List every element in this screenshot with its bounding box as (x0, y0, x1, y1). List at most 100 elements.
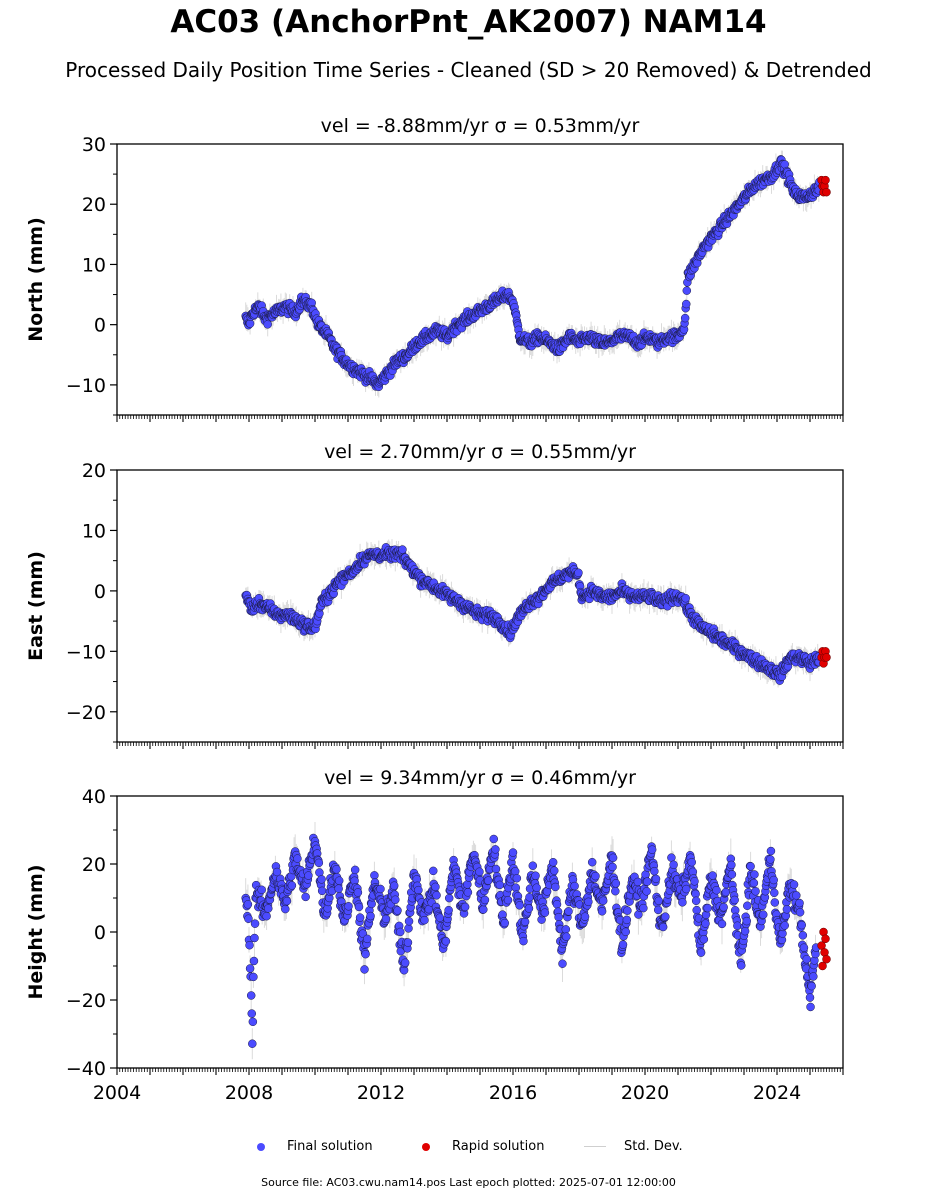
y-tick-label: 30 (82, 134, 106, 156)
final-point (366, 911, 375, 921)
panel-title: vel = -8.88mm/yr σ = 0.53mm/yr (321, 115, 640, 137)
final-point (248, 1017, 258, 1027)
final-point (550, 866, 559, 875)
final-points (241, 543, 824, 685)
y-tick-label: 10 (82, 520, 106, 542)
final-point (293, 854, 302, 863)
final-point (317, 886, 327, 896)
final-point (334, 884, 343, 893)
final-point (263, 320, 272, 329)
final-point (512, 874, 522, 883)
final-point (281, 904, 290, 914)
y-tick-label: −10 (66, 641, 106, 663)
final-point (491, 845, 500, 854)
final-point (511, 883, 520, 892)
final-point (272, 867, 282, 877)
final-point (420, 915, 429, 925)
y-axis-label: Height (mm) (25, 864, 47, 999)
y-tick-label: 10 (82, 254, 106, 276)
rapid-point (822, 187, 831, 197)
final-point (622, 915, 632, 925)
y-axis-label: North (mm) (25, 217, 47, 342)
y-tick-label: 0 (94, 581, 106, 603)
final-point (391, 895, 400, 905)
final-point (245, 964, 255, 973)
final-point (597, 907, 607, 916)
final-point (682, 299, 691, 309)
final-point (608, 853, 618, 863)
final-point (519, 936, 528, 946)
final-point (396, 927, 405, 937)
final-point (551, 882, 560, 892)
final-point (680, 313, 690, 323)
final-point (510, 867, 520, 876)
final-point (264, 904, 273, 913)
final-point (314, 858, 324, 868)
final-point (554, 912, 563, 922)
final-point (282, 896, 292, 906)
rapid-point (821, 175, 830, 185)
panel-1: vel = -8.88mm/yr σ = 0.53mm/yr North (mm)… (25, 115, 844, 422)
final-point (441, 937, 451, 946)
final-point (463, 888, 473, 897)
final-point (244, 914, 253, 923)
final-point (500, 918, 509, 928)
final-point (393, 906, 402, 915)
final-point (584, 897, 593, 907)
final-point (431, 882, 440, 892)
final-points (241, 833, 821, 1048)
panel-3: vel = 9.34mm/yr σ = 0.46mm/yr Height (mm)… (25, 767, 844, 1104)
final-point (528, 861, 538, 870)
final-point (681, 593, 690, 603)
final-point (520, 917, 530, 927)
axes-frame (116, 143, 844, 416)
final-point (574, 568, 583, 578)
plot-area (241, 150, 831, 398)
final-point (250, 919, 260, 928)
final-point (317, 875, 326, 884)
final-point (250, 933, 259, 943)
final-point (404, 917, 414, 926)
final-point (370, 871, 379, 880)
final-point (354, 902, 364, 912)
y-tick-label: 20 (82, 460, 106, 482)
final-point (591, 871, 600, 881)
final-point (389, 881, 399, 890)
y-tick-label: 20 (82, 194, 106, 216)
final-point (460, 902, 470, 912)
time-series-plots: vel = -8.88mm/yr σ = 0.53mm/yr North (mm)… (25, 115, 844, 1104)
final-point (301, 892, 310, 902)
final-point (247, 1009, 256, 1018)
final-point (381, 914, 391, 924)
final-point (587, 857, 597, 867)
final-point (350, 865, 360, 875)
final-point (435, 913, 445, 922)
final-point (248, 1039, 257, 1048)
final-point (414, 885, 423, 895)
final-point (363, 934, 372, 944)
final-point (243, 900, 253, 909)
final-point (618, 940, 628, 949)
std-dev-bars (245, 539, 820, 688)
y-tick-label: −20 (66, 702, 106, 724)
rapid-point (822, 653, 831, 662)
final-point (491, 864, 501, 874)
final-point (429, 866, 438, 876)
figure-title: AC03 (AnchorPnt_AK2007) NAM14 (170, 4, 767, 40)
final-point (623, 906, 632, 915)
plot-area (241, 822, 831, 1060)
y-tick-label: −10 (66, 375, 106, 397)
final-point (360, 965, 369, 974)
final-point (562, 932, 571, 941)
final-point (257, 885, 266, 895)
final-point (334, 876, 344, 885)
final-point (552, 900, 562, 909)
final-point (361, 949, 370, 959)
final-point (262, 911, 271, 921)
final-point (608, 862, 617, 872)
final-point (540, 908, 550, 917)
final-point (344, 902, 353, 911)
final-point (249, 956, 259, 966)
rapid-points (817, 175, 831, 197)
panel-title: vel = 2.70mm/yr σ = 0.55mm/yr (324, 441, 636, 463)
